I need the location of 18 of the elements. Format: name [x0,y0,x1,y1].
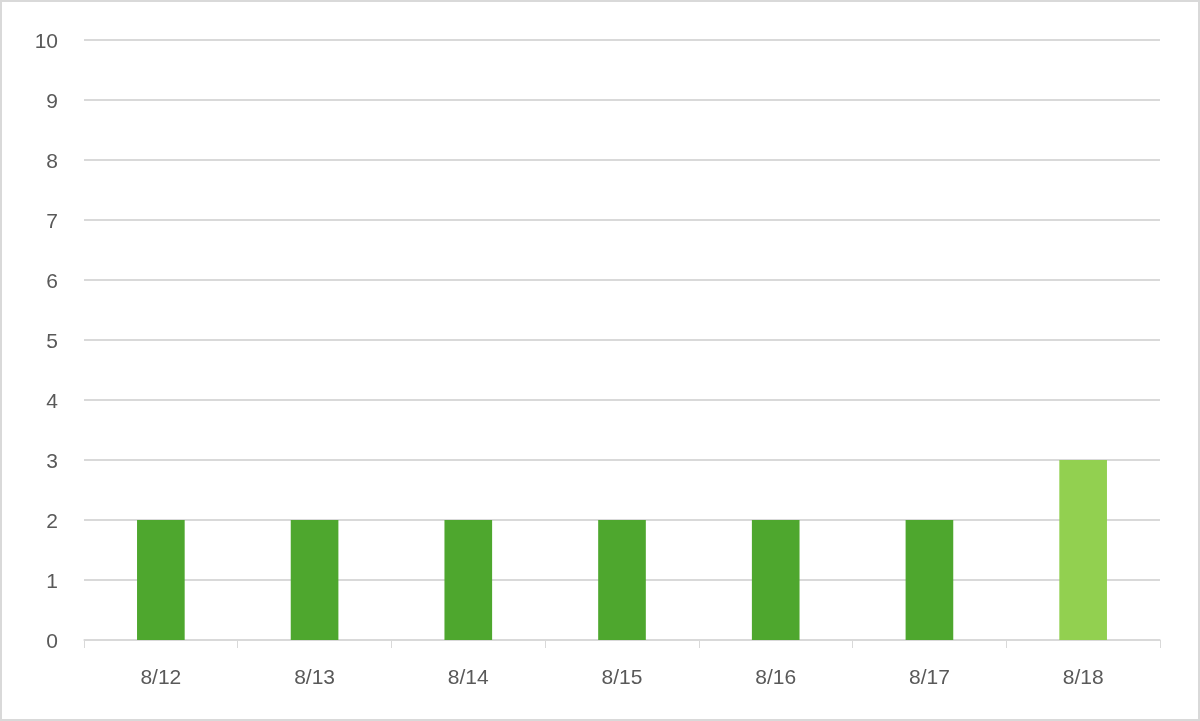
y-tick-label: 5 [46,328,58,352]
y-tick-label: 2 [46,508,58,532]
y-tick-label: 9 [46,88,58,112]
y-tick-label: 4 [46,388,59,412]
x-tick-label: 8/13 [294,665,336,688]
y-tick-label: 7 [46,208,58,232]
x-tick-label: 8/16 [755,665,797,688]
y-tick-label: 10 [34,28,58,52]
x-tick-label: 8/18 [1062,665,1104,688]
x-tick-label: 8/15 [601,665,643,688]
y-tick-label: 1 [46,568,58,592]
x-tick-label: 8/12 [140,665,182,688]
y-tick-label: 6 [46,268,58,292]
y-tick-label: 0 [46,628,58,652]
y-tick-label: 8 [46,148,58,172]
x-tick-label: 8/17 [908,665,950,688]
x-tick-label: 8/14 [447,665,490,688]
y-tick-label: 3 [46,448,58,472]
